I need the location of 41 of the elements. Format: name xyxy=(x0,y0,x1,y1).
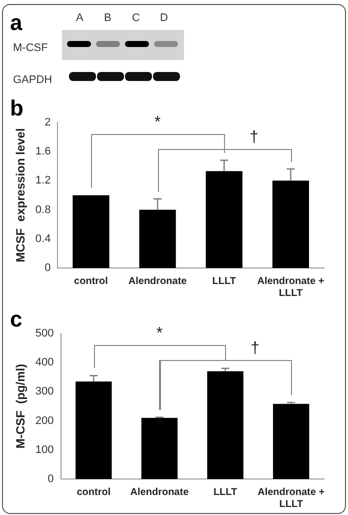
y-axis-title: M-CSF (pg/ml) xyxy=(14,364,28,449)
x-tick-label: control xyxy=(74,276,108,287)
text: A xyxy=(76,12,84,24)
y-tick-label: 0 xyxy=(44,262,51,274)
text: M-CSF xyxy=(13,42,48,54)
chart-title: b xyxy=(10,95,24,120)
text: D xyxy=(160,12,168,24)
bar xyxy=(272,404,310,479)
text: GAPDH xyxy=(13,74,52,86)
bar xyxy=(76,381,112,479)
annotation: † xyxy=(248,128,260,147)
bar xyxy=(139,210,176,268)
text: B xyxy=(104,12,112,24)
bar xyxy=(272,180,310,268)
x-tick-label: control xyxy=(76,486,111,498)
y-tick-label: 500 xyxy=(35,327,54,340)
y-tick-label: 1.2 xyxy=(35,174,51,187)
bar xyxy=(141,418,178,479)
y-tick-label: 400 xyxy=(35,356,54,369)
x-tick-label: Alendronate + LLLT xyxy=(257,276,324,299)
x-tick-label: Alendronate + LLLT xyxy=(258,486,325,510)
bar xyxy=(207,371,244,479)
y-axis-title: MCSF expression level xyxy=(14,128,28,262)
y-tick-label: 0.4 xyxy=(35,232,51,245)
y-tick-label: 200 xyxy=(35,414,54,427)
x-tick-label: LLLT xyxy=(213,486,238,498)
x-tick-label: Alendronate xyxy=(130,486,190,498)
y-tick-label: 1.6 xyxy=(35,146,51,158)
x-tick-label: LLLT xyxy=(212,276,236,287)
bar xyxy=(72,195,110,268)
text: C xyxy=(132,12,140,24)
y-tick-label: 2 xyxy=(44,116,51,128)
annotation: † xyxy=(250,340,260,358)
y-tick-label: 300 xyxy=(35,386,54,398)
x-tick-label: Alendronate xyxy=(128,276,188,287)
text: a xyxy=(10,10,22,36)
y-tick-label: 0.8 xyxy=(35,204,51,216)
y-tick-label: 0 xyxy=(48,473,54,486)
bar xyxy=(206,171,242,268)
y-tick-label: 100 xyxy=(35,444,54,456)
chart-title: c xyxy=(10,306,22,332)
